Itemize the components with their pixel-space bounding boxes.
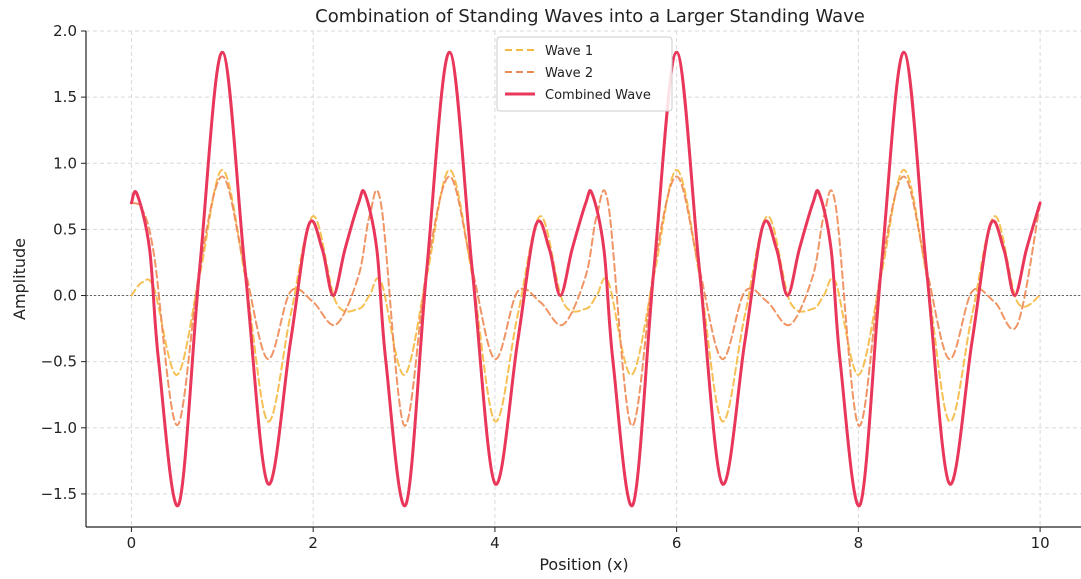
legend-label-wave-2: Wave 2	[545, 66, 593, 81]
series-line-combined-wave	[129, 50, 1042, 508]
y-tick-label: −1.5	[41, 485, 77, 503]
legend-label-wave-1: Wave 1	[545, 44, 593, 59]
x-tick-label: 2	[308, 534, 318, 552]
legend-box	[496, 36, 673, 112]
series-line-wave-2	[130, 175, 1042, 427]
y-tick-label: 2.0	[53, 22, 77, 40]
y-tick-label: 0.0	[53, 287, 77, 305]
y-axis-label: Amplitude	[10, 238, 29, 320]
chart-title: Combination of Standing Waves into a Lar…	[315, 6, 865, 27]
x-tick-label: 6	[672, 534, 682, 552]
y-tick-label: 1.0	[53, 154, 77, 172]
x-tick-label: 0	[127, 534, 137, 552]
y-tick-label: 1.5	[53, 88, 77, 106]
x-axis-ticks: 0 2 4 6 8 10	[127, 527, 1050, 552]
y-tick-label: −1.0	[41, 419, 77, 437]
series-layer	[129, 50, 1042, 508]
y-tick-label: −0.5	[41, 353, 77, 371]
x-tick-label: 4	[490, 534, 500, 552]
x-axis-label: Position (x)	[539, 555, 628, 574]
legend: Wave 1 Wave 2 Combined Wave	[496, 36, 673, 112]
y-axis-ticks: −1.5 −1.0 −0.5 0.0 0.5 1.0 1.5 2.0	[41, 22, 86, 503]
legend-label-combined-wave: Combined Wave	[545, 88, 651, 103]
x-tick-label: 10	[1031, 534, 1050, 552]
x-tick-label: 8	[854, 534, 864, 552]
axes	[85, 31, 1081, 528]
y-tick-label: 0.5	[53, 220, 77, 238]
